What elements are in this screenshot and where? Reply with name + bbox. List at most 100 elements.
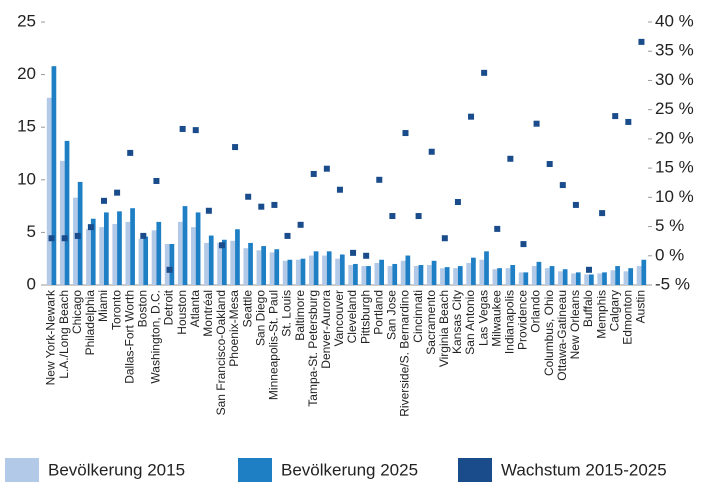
x-tick-label: Las Vegas xyxy=(476,290,490,346)
bar xyxy=(426,265,432,285)
bar xyxy=(636,266,642,285)
bar xyxy=(379,259,384,285)
bar xyxy=(584,274,590,285)
x-tick-label: L.A./Long Beach xyxy=(57,290,71,379)
legend-swatch xyxy=(238,458,272,482)
bar xyxy=(387,266,393,285)
bar xyxy=(505,268,511,285)
x-tick-label: Toronto xyxy=(109,290,123,330)
point xyxy=(74,232,81,239)
point xyxy=(140,232,147,239)
x-tick-label: Sacramento xyxy=(424,290,438,355)
x-tick-label: Portland xyxy=(371,290,385,335)
point xyxy=(258,203,265,210)
bar xyxy=(221,239,227,285)
point xyxy=(428,148,435,155)
bar xyxy=(261,246,267,285)
point xyxy=(192,127,199,134)
x-tick-label: San Antonio xyxy=(463,290,477,355)
x-tick-label: Virginia Beach xyxy=(437,290,451,367)
point xyxy=(127,149,134,156)
point xyxy=(363,252,370,259)
bar xyxy=(431,260,437,285)
bar xyxy=(536,261,542,285)
legend-label: Bevölkerung 2025 xyxy=(281,460,418,479)
point xyxy=(468,113,475,120)
bar xyxy=(300,258,306,285)
bar xyxy=(348,265,354,285)
y2-tick-label: 30 % xyxy=(655,70,694,89)
point xyxy=(297,221,304,228)
bar xyxy=(248,242,253,285)
bar xyxy=(597,273,603,285)
bar xyxy=(73,197,78,285)
bar xyxy=(156,221,162,285)
x-tick-label: Dallas-Fort Worth xyxy=(122,290,136,384)
y2-tick-label: 5 % xyxy=(655,216,684,235)
bar xyxy=(204,242,209,285)
x-tick-label: Montréal xyxy=(201,290,215,337)
point xyxy=(586,266,593,273)
x-tick-label: Calgary xyxy=(607,290,621,331)
bar xyxy=(361,266,367,285)
bar xyxy=(518,272,524,285)
bar xyxy=(208,235,214,285)
bar xyxy=(549,266,555,285)
point xyxy=(572,201,579,208)
point xyxy=(336,186,343,193)
bar xyxy=(112,223,118,285)
legend-swatch xyxy=(458,458,492,482)
bar xyxy=(531,266,537,285)
x-tick-label: Tampa-St. Petersburg xyxy=(306,290,320,407)
bar xyxy=(492,269,498,285)
bar xyxy=(138,238,144,285)
point xyxy=(441,235,448,242)
x-tick-label: Providence xyxy=(516,290,530,350)
bar xyxy=(130,208,135,285)
x-tick-label: Memphis xyxy=(594,290,608,339)
y2-tick-label: 35 % xyxy=(655,41,694,60)
bar xyxy=(177,221,183,285)
bar xyxy=(623,271,629,285)
y2-tick-label: -5 % xyxy=(655,274,690,293)
bar xyxy=(326,251,332,285)
bar xyxy=(59,160,65,285)
y2-tick-label: 25 % xyxy=(655,99,694,118)
bar xyxy=(366,266,371,285)
y2-tick-label: 0 % xyxy=(655,245,684,264)
point xyxy=(323,165,330,172)
bar xyxy=(151,230,157,285)
x-tick-label: Denver-Aurora xyxy=(319,290,333,369)
point xyxy=(114,189,121,196)
point xyxy=(625,118,632,125)
bar xyxy=(164,243,170,285)
bar xyxy=(575,272,581,285)
point xyxy=(245,193,252,200)
bar xyxy=(99,227,104,285)
x-tick-label: Seattle xyxy=(240,290,254,328)
x-tick-label: Boston xyxy=(135,290,149,327)
bar xyxy=(628,268,634,285)
bar xyxy=(90,218,96,285)
point xyxy=(612,113,619,120)
point xyxy=(599,210,606,217)
y2-tick-label: 40 % xyxy=(655,11,694,30)
bar xyxy=(282,260,288,285)
y-tick-label: 5 xyxy=(27,222,36,241)
bar xyxy=(544,268,550,285)
x-tick-label: Austin xyxy=(634,290,648,323)
bar xyxy=(230,240,236,285)
bar xyxy=(471,257,476,285)
point xyxy=(153,177,160,184)
y2-tick-label: 20 % xyxy=(655,128,694,147)
point xyxy=(415,213,422,220)
x-tick-label: Orlando xyxy=(529,290,543,333)
point xyxy=(284,232,291,239)
point xyxy=(271,201,278,208)
x-tick-label: San Diego xyxy=(253,290,267,346)
bar xyxy=(274,249,280,285)
legend-label: Bevölkerung 2015 xyxy=(48,460,185,479)
y2-tick-label: 10 % xyxy=(655,187,694,206)
point xyxy=(481,69,488,76)
